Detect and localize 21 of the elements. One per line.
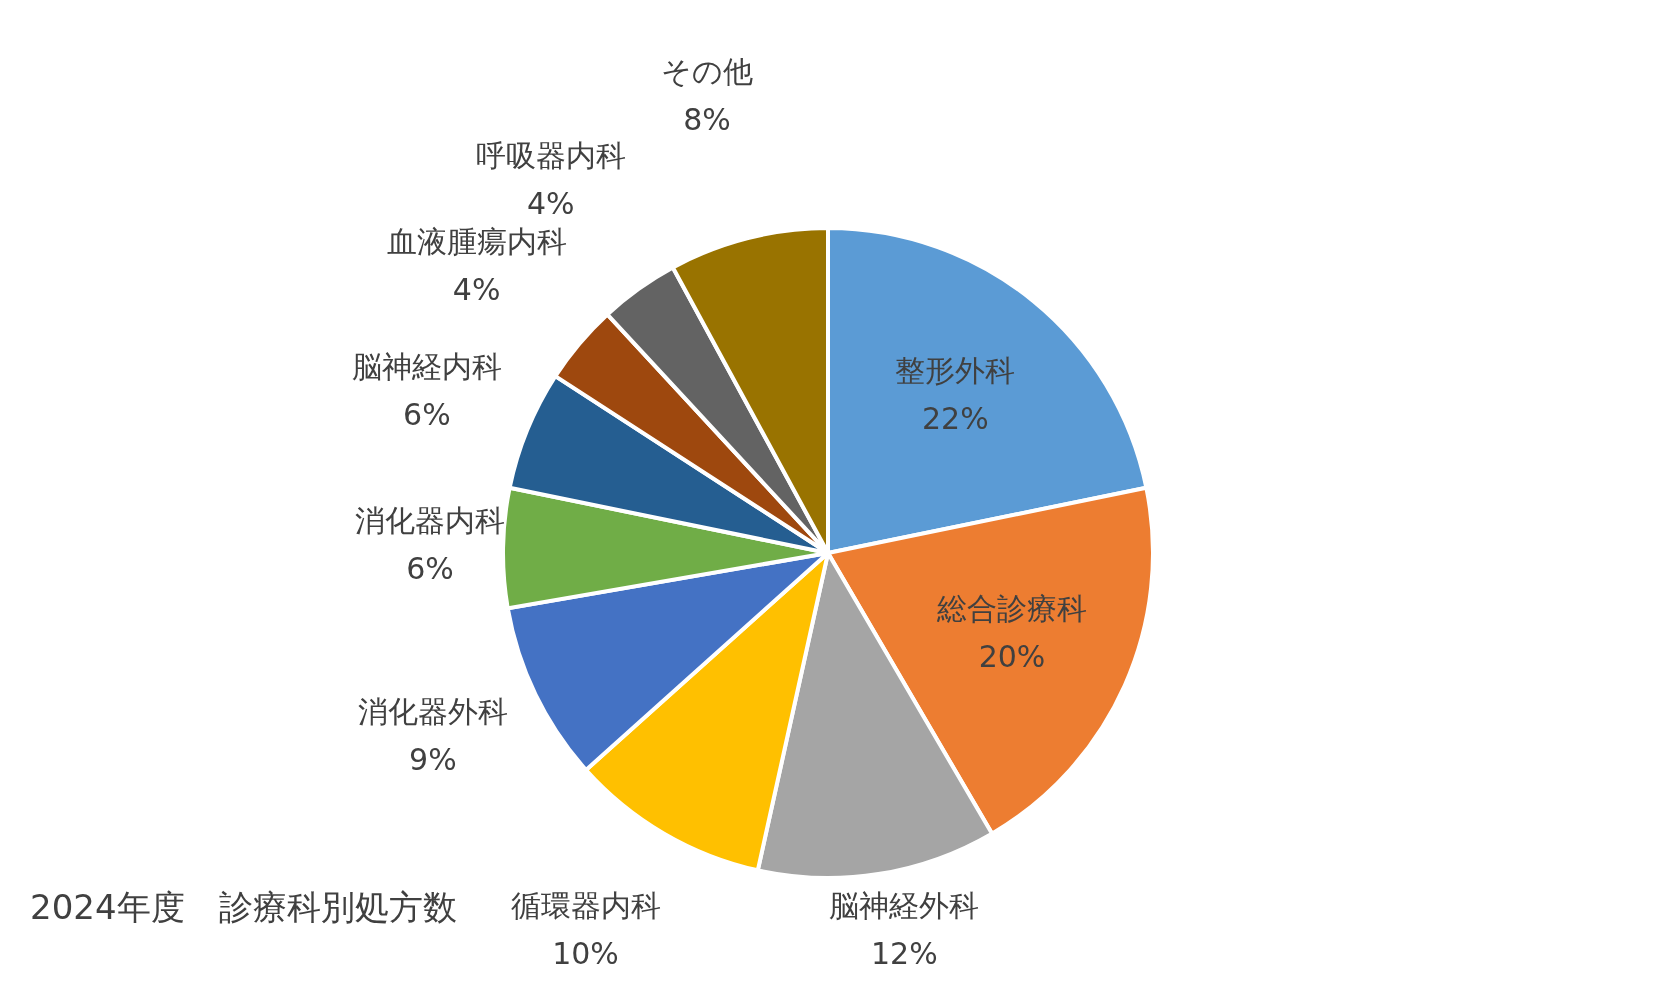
slice-label: 整形外科 bbox=[895, 352, 1016, 388]
data-label: 6% bbox=[406, 550, 454, 586]
slice-label: 循環器内科 bbox=[510, 887, 661, 923]
slice-label: 総合診療科 bbox=[935, 590, 1087, 626]
data-label: 8% bbox=[683, 102, 731, 138]
data-label: 12% bbox=[870, 935, 938, 971]
slice-label: 血液腫瘍内科 bbox=[386, 223, 567, 259]
data-label: 4% bbox=[526, 186, 575, 222]
data-label: 10% bbox=[552, 935, 619, 971]
data-label: 22% bbox=[922, 400, 989, 436]
slice-label: 脳神経外科 bbox=[829, 887, 980, 923]
data-label: 6% bbox=[403, 397, 451, 433]
slice-label: 呼吸器内科 bbox=[475, 138, 626, 174]
data-label: 4% bbox=[452, 271, 501, 307]
slice-label: その他 bbox=[661, 54, 754, 90]
slice-label: 消化器外科 bbox=[357, 694, 508, 730]
text: 2024年度 診療科別処方数 bbox=[30, 886, 457, 927]
data-label: 9% bbox=[409, 742, 457, 778]
slice-label: 消化器内科 bbox=[355, 502, 506, 538]
slice-label: 脳神経内科 bbox=[351, 349, 502, 385]
data-label: 20% bbox=[978, 638, 1046, 674]
